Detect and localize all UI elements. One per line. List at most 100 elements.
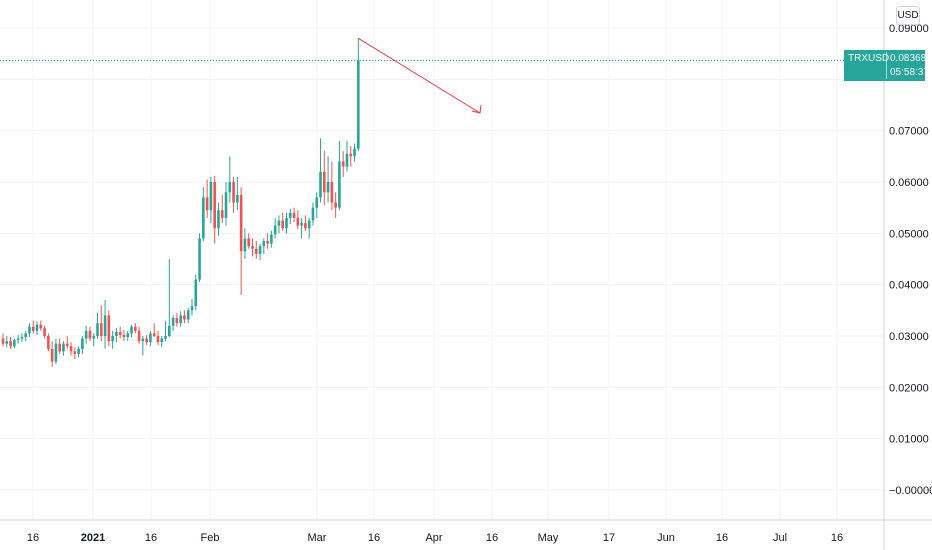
candle[interactable] <box>5 336 9 348</box>
candle[interactable] <box>209 176 213 224</box>
candle[interactable] <box>243 228 247 259</box>
candle[interactable] <box>152 323 156 338</box>
candle[interactable] <box>111 330 114 349</box>
candle[interactable] <box>239 187 243 295</box>
candle[interactable] <box>58 338 61 354</box>
candle[interactable] <box>156 330 160 346</box>
candle[interactable] <box>54 338 58 365</box>
candle[interactable] <box>228 156 232 203</box>
candle[interactable] <box>288 208 292 225</box>
candle[interactable] <box>145 334 148 346</box>
candle[interactable] <box>258 243 262 261</box>
candle[interactable] <box>134 323 137 334</box>
candle[interactable] <box>1 333 5 347</box>
candle[interactable] <box>50 341 54 367</box>
candle[interactable] <box>81 336 84 354</box>
candle[interactable] <box>16 334 20 344</box>
candle[interactable] <box>62 341 65 356</box>
candle[interactable] <box>236 176 239 211</box>
candle[interactable] <box>334 192 337 218</box>
candle[interactable] <box>315 192 319 218</box>
candle[interactable] <box>194 274 198 311</box>
candle[interactable] <box>65 336 69 349</box>
candle[interactable] <box>349 146 353 167</box>
candle[interactable] <box>122 329 126 342</box>
candle[interactable] <box>141 336 145 356</box>
candle[interactable] <box>262 238 266 254</box>
candle[interactable] <box>307 217 311 239</box>
candle[interactable] <box>183 310 186 324</box>
trend-arrow[interactable] <box>358 37 482 114</box>
candle[interactable] <box>179 311 182 327</box>
currency-label[interactable]: USD <box>896 6 920 25</box>
candle[interactable] <box>304 215 307 231</box>
candle[interactable] <box>171 315 175 331</box>
candle[interactable] <box>47 333 50 352</box>
candle[interactable] <box>31 320 35 334</box>
candle[interactable] <box>13 338 16 349</box>
candle[interactable] <box>103 300 107 349</box>
candle[interactable] <box>296 210 300 230</box>
candle[interactable] <box>24 330 27 342</box>
candle[interactable] <box>353 143 356 162</box>
candle[interactable] <box>254 241 258 259</box>
candle[interactable] <box>220 194 224 224</box>
candle[interactable] <box>118 326 122 339</box>
candle[interactable] <box>92 333 96 347</box>
candle[interactable] <box>323 151 326 206</box>
candle[interactable] <box>20 333 24 343</box>
candle[interactable] <box>190 299 194 316</box>
candle[interactable] <box>43 325 46 339</box>
candle[interactable] <box>137 326 141 344</box>
candle[interactable] <box>73 347 77 360</box>
candle[interactable] <box>164 320 167 342</box>
candle[interactable] <box>168 259 171 338</box>
candle[interactable] <box>224 182 228 226</box>
candle[interactable] <box>300 217 303 239</box>
candle[interactable] <box>270 230 273 248</box>
candle[interactable] <box>326 156 330 203</box>
candle[interactable] <box>202 187 205 242</box>
candle[interactable] <box>28 323 31 338</box>
candle[interactable] <box>277 215 281 234</box>
candle[interactable] <box>341 151 345 177</box>
candle[interactable] <box>175 312 179 327</box>
candle[interactable] <box>160 336 164 348</box>
candle[interactable] <box>357 38 360 152</box>
candle[interactable] <box>273 217 277 239</box>
candle[interactable] <box>198 233 201 283</box>
candle[interactable] <box>330 161 334 211</box>
candle[interactable] <box>99 305 103 342</box>
candle[interactable] <box>9 337 12 349</box>
candle[interactable] <box>96 312 99 339</box>
arrow-head <box>471 104 482 114</box>
candle[interactable] <box>345 140 349 172</box>
candle[interactable] <box>88 326 92 342</box>
candle[interactable] <box>251 238 254 257</box>
candle[interactable] <box>285 212 288 234</box>
candle[interactable] <box>213 175 216 244</box>
candle[interactable] <box>338 140 341 211</box>
candle[interactable] <box>266 233 269 249</box>
candle[interactable] <box>39 320 43 331</box>
candle[interactable] <box>205 179 209 218</box>
candle[interactable] <box>186 307 190 324</box>
candle[interactable] <box>84 325 88 344</box>
candle[interactable] <box>292 207 296 223</box>
candle[interactable] <box>77 346 80 358</box>
candle[interactable] <box>130 324 133 338</box>
candle[interactable] <box>115 328 118 343</box>
candle[interactable] <box>217 202 220 236</box>
candle[interactable] <box>35 321 39 335</box>
candle[interactable] <box>126 330 130 342</box>
candle[interactable] <box>319 138 322 203</box>
candle-body <box>35 324 39 331</box>
candle[interactable] <box>149 330 152 347</box>
candle[interactable] <box>281 212 285 231</box>
candle[interactable] <box>247 233 250 249</box>
candle[interactable] <box>311 202 315 226</box>
candle[interactable] <box>69 342 73 356</box>
candle[interactable] <box>107 310 111 347</box>
candle[interactable] <box>232 176 235 213</box>
